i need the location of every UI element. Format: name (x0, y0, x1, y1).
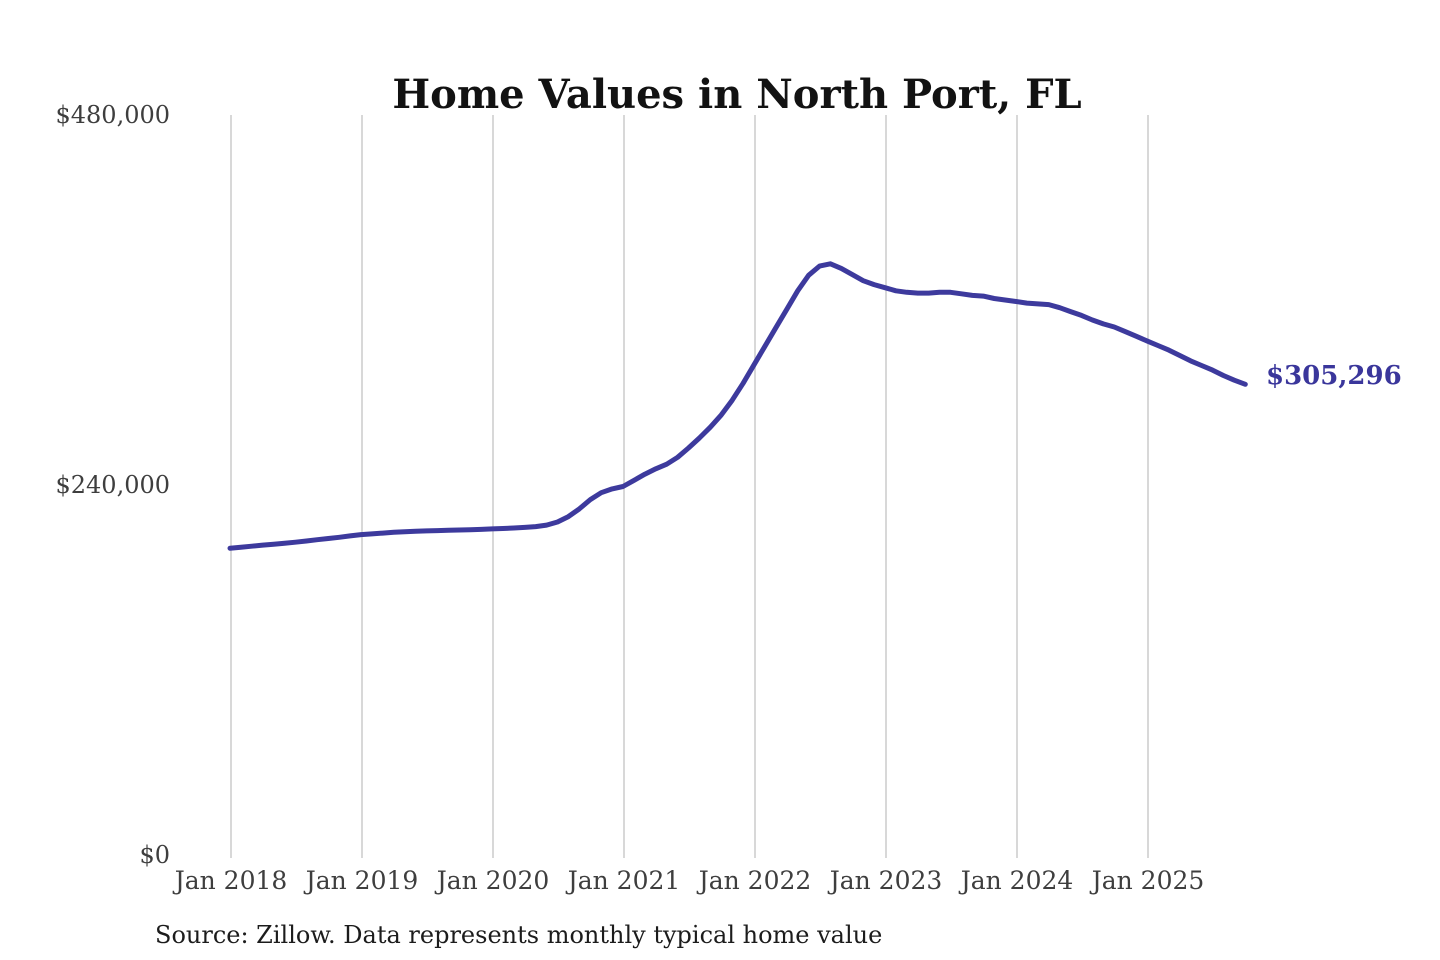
x-axis-tick-label: Jan 2021 (567, 866, 681, 895)
line-end-value-label: $305,296 (1266, 361, 1402, 391)
y-axis-tick-label: $480,000 (55, 101, 170, 129)
x-axis-tick-label: Jan 2020 (436, 866, 550, 895)
x-axis-tick-label: Jan 2024 (960, 866, 1074, 895)
x-axis-tick-label: Jan 2023 (829, 866, 943, 895)
x-axis-tick-label: Jan 2019 (305, 866, 419, 895)
home-value-line (227, 261, 1248, 551)
x-axis-tick-label: Jan 2018 (174, 866, 288, 895)
x-axis-tick-label: Jan 2022 (698, 866, 812, 895)
chart-title: Home Values in North Port, FL (392, 70, 1082, 118)
source-note: Source: Zillow. Data represents monthly … (155, 921, 883, 949)
y-axis-tick-label: $0 (139, 841, 170, 869)
y-axis-tick-label: $240,000 (55, 471, 170, 499)
x-axis-tick-label: Jan 2025 (1091, 866, 1205, 895)
